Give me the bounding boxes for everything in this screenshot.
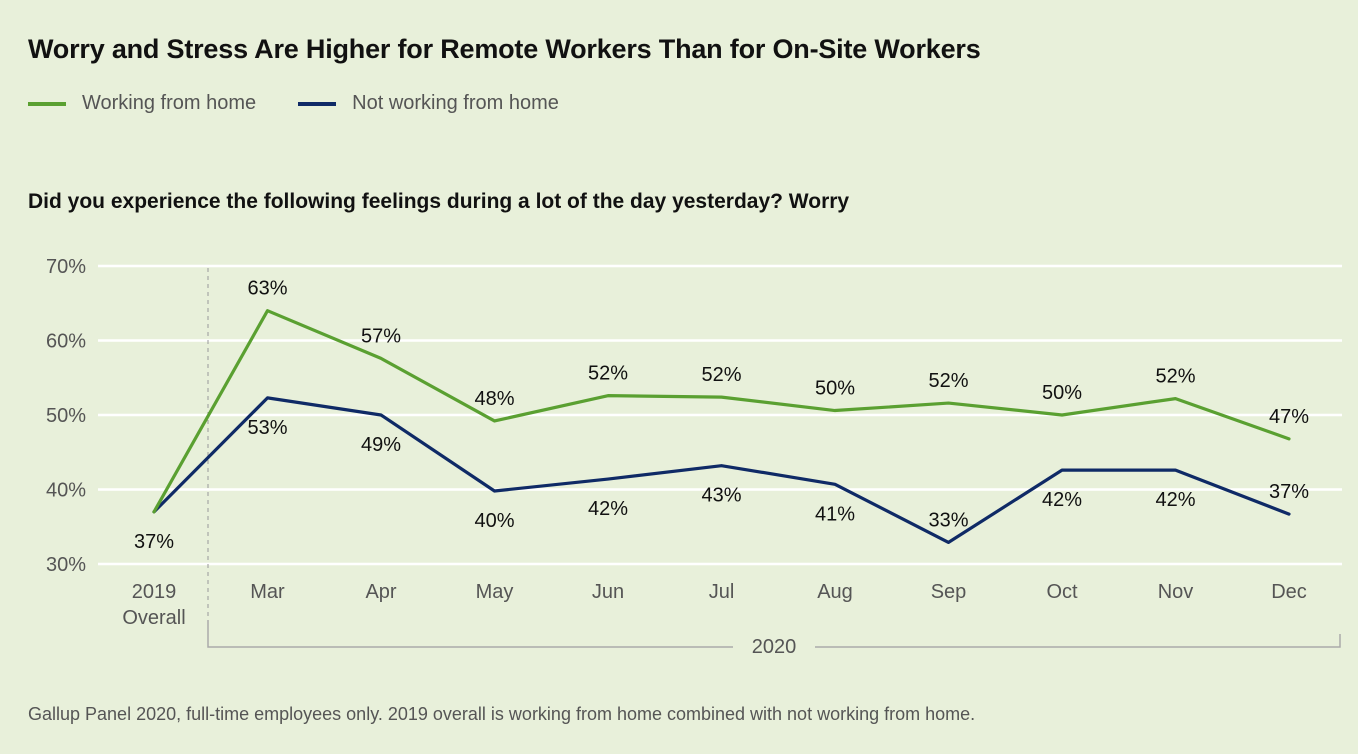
x-tick-label: Aug (817, 581, 853, 603)
series-line-not-working-from-home (152, 396, 1291, 544)
data-label: 43% (701, 485, 741, 507)
chart-title: Worry and Stress Are Higher for Remote W… (28, 34, 981, 64)
group-bracket-left (207, 620, 733, 648)
data-label: 50% (815, 378, 855, 400)
x-tick-label: Overall (122, 607, 185, 629)
y-tick-label: 30% (46, 554, 86, 576)
group-bracket-right (815, 634, 1341, 648)
legend-item-not-working-from-home: Not working from home (298, 92, 559, 115)
x-tick-label: Oct (1046, 581, 1078, 603)
x-tick-label: 2019 (132, 581, 177, 603)
data-label: 52% (1155, 366, 1195, 388)
legend-swatch-navy (298, 101, 337, 106)
data-label: 41% (815, 503, 855, 525)
x-tick-label: Sep (931, 581, 967, 603)
y-tick-label: 70% (46, 256, 86, 278)
data-label: 52% (928, 370, 968, 392)
x-tick-label: Jun (592, 581, 624, 603)
x-tick-label: Jul (709, 581, 735, 603)
legend-swatch-green (28, 101, 66, 106)
data-label: 42% (1042, 489, 1082, 511)
data-label: 37% (1269, 481, 1309, 503)
legend-label: Not working from home (352, 92, 559, 114)
line-chart: 30% 40% 50% 60% 70% 2019 Overall Mar Apr May Jun Ju… (46, 256, 1342, 658)
y-tick-label: 50% (46, 405, 86, 427)
data-label: 48% (474, 388, 514, 410)
data-label: 42% (588, 498, 628, 520)
x-tick-label: Apr (365, 581, 396, 603)
data-label: 57% (361, 325, 401, 347)
data-label: 42% (1155, 489, 1195, 511)
data-label: 33% (928, 509, 968, 531)
x-tick-label: Mar (250, 581, 285, 603)
x-tick-label: Nov (1158, 581, 1194, 603)
data-label: 49% (361, 434, 401, 456)
data-label: 63% (247, 278, 287, 300)
y-tick-label: 40% (46, 480, 86, 502)
series-line-working-from-home (152, 309, 1291, 514)
data-label: 52% (588, 363, 628, 385)
legend: Working from home Not working from home (28, 92, 601, 115)
data-label: 40% (474, 510, 514, 532)
data-label: 52% (701, 364, 741, 386)
x-tick-label: May (476, 581, 514, 603)
x-tick-label: Dec (1271, 581, 1307, 603)
data-label: 50% (1042, 382, 1082, 404)
legend-item-working-from-home: Working from home (28, 92, 256, 115)
data-label: 47% (1269, 406, 1309, 428)
data-label: 37% (134, 531, 174, 553)
legend-label: Working from home (82, 92, 257, 114)
chart-subtitle: Did you experience the following feeling… (28, 190, 850, 213)
data-label: 53% (247, 417, 287, 439)
y-tick-label: 60% (46, 331, 86, 353)
group-label-2020: 2020 (752, 636, 797, 658)
footnote: Gallup Panel 2020, full-time employees o… (28, 704, 976, 724)
